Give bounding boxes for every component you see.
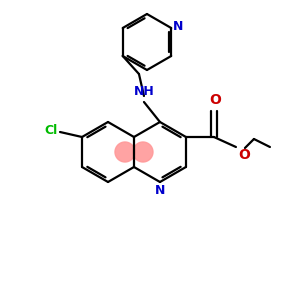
Circle shape [133, 142, 153, 162]
Text: O: O [238, 148, 250, 162]
Text: NH: NH [134, 85, 154, 98]
Text: O: O [209, 93, 221, 107]
Text: N: N [173, 20, 184, 34]
Text: N: N [155, 184, 165, 197]
Text: Cl: Cl [45, 124, 58, 137]
Circle shape [115, 142, 135, 162]
